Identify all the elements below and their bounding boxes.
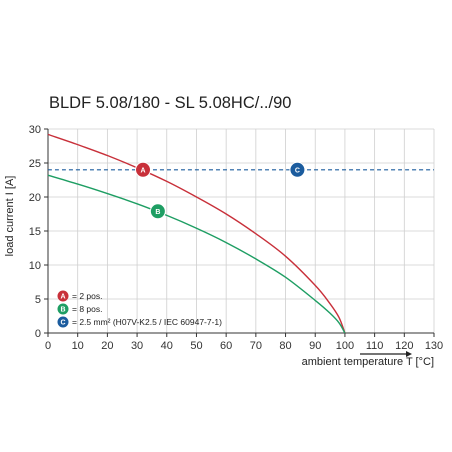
x-tick-label: 130 <box>425 340 443 352</box>
y-tick-label: 5 <box>35 294 41 306</box>
marker-circle <box>149 203 166 220</box>
x-tick-label: 0 <box>45 340 51 352</box>
legend-text: = 2 pos. <box>72 291 102 301</box>
legend-badge <box>57 303 69 315</box>
y-tick-label: 25 <box>29 158 41 170</box>
legend-text: = 2.5 mm² (H07V-K2.5 / IEC 60947-7-1) <box>72 317 222 327</box>
marker-label: B <box>155 209 160 216</box>
x-tick-label: 50 <box>190 340 202 352</box>
curve-marker-b: B <box>149 203 166 220</box>
marker-circle <box>289 161 306 178</box>
series-line-a <box>47 133 346 334</box>
x-tick-label: 40 <box>161 340 173 352</box>
marker-circle <box>135 161 152 178</box>
y-tick-label: 30 <box>29 124 41 136</box>
marker-label: A <box>140 167 145 174</box>
series-line-b <box>47 174 346 334</box>
x-tick-label: 110 <box>366 340 384 352</box>
x-tick-label: 90 <box>309 340 321 352</box>
legend-text: = 8 pos. <box>72 304 102 314</box>
y-tick-label: 15 <box>29 226 41 238</box>
y-tick-label: 10 <box>29 260 41 272</box>
x-tick-label: 80 <box>279 340 291 352</box>
legend-entry-b: B = 8 pos. <box>57 303 102 315</box>
x-tick-label: 60 <box>220 340 232 352</box>
legend-badge-label: B <box>60 306 65 313</box>
legend-entry-a: A = 2 pos. <box>57 290 102 302</box>
marker-label: C <box>295 167 300 174</box>
curve-marker-a: A <box>135 161 152 178</box>
legend-badge <box>57 316 69 328</box>
x-axis-label: ambient temperature T [°C] <box>302 356 434 368</box>
legend-badge <box>57 290 69 302</box>
legend-entry-c: C = 2.5 mm² (H07V-K2.5 / IEC 60947-7-1) <box>57 316 222 328</box>
x-tick-label: 120 <box>395 340 413 352</box>
legend-badge-label: A <box>60 293 65 300</box>
x-axis-arrow-head <box>406 351 412 357</box>
x-tick-label: 20 <box>101 340 113 352</box>
x-tick-label: 70 <box>250 340 262 352</box>
x-tick-label: 100 <box>336 340 354 352</box>
y-axis-label: load current I [A] <box>4 176 16 257</box>
x-tick-label: 10 <box>72 340 84 352</box>
chart-title: BLDF 5.08/180 - SL 5.08HC/../90 <box>49 94 292 112</box>
curve-marker-c: C <box>289 161 306 178</box>
legend-badge-label: C <box>60 319 65 326</box>
x-tick-label: 30 <box>131 340 143 352</box>
y-tick-label: 20 <box>29 192 41 204</box>
y-tick-label: 0 <box>35 328 41 340</box>
